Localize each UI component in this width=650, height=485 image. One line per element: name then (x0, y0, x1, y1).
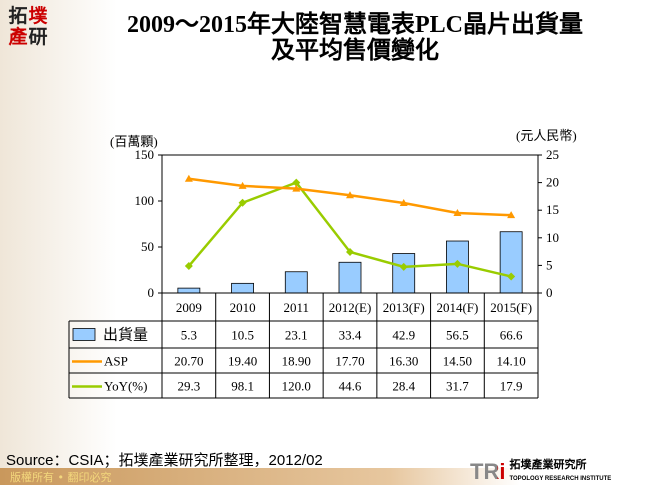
data-label: 31.7 (446, 379, 469, 394)
right-tick-label: 10 (546, 230, 559, 245)
right-tick-label: 5 (546, 257, 553, 272)
asp-point (184, 174, 193, 182)
left-tick-label: 0 (148, 285, 155, 300)
category-label: 2011 (284, 300, 310, 315)
data-label: 44.6 (339, 379, 362, 394)
bar-shipment (338, 261, 362, 294)
brand-names: 拓墣產業研究所 TOPOLOGY RESEARCH INSTITUTE (509, 459, 611, 485)
data-label: 33.4 (339, 328, 362, 343)
category-label: 2014(F) (436, 300, 478, 315)
data-label: 16.30 (389, 354, 418, 369)
title-line-2: 及平均售價變化 (271, 38, 439, 64)
left-axis-label: (百萬顆) (110, 134, 158, 149)
footer-bar (0, 468, 650, 485)
asp-point (238, 181, 247, 189)
data-label: 17.9 (500, 379, 523, 394)
yoy-point (346, 247, 354, 256)
asp-point (292, 184, 301, 192)
data-label: 66.6 (500, 328, 523, 343)
asp-point (399, 199, 408, 207)
data-label: 5.3 (181, 328, 197, 343)
data-label: 98.1 (231, 379, 254, 394)
category-label: 2015(F) (490, 300, 532, 315)
left-tick-label: 50 (141, 239, 154, 254)
bar-shipment (499, 231, 523, 294)
bar-shipment (284, 271, 308, 294)
logo: 拓墣產研 (8, 5, 48, 48)
yoy-point (292, 178, 301, 187)
data-label: 17.70 (335, 354, 364, 369)
left-tick-label: 100 (135, 193, 155, 208)
asp-point (346, 191, 354, 199)
source-note: Source：CSIA；拓墣產業研究所整理，2012/02 (6, 452, 323, 469)
title-line-1: 2009～2015年大陸智慧電表PLC晶片出貨量 (127, 12, 583, 38)
right-tick-label: 20 (546, 175, 559, 190)
brand-name-zh: 拓墣產業研究所 (509, 459, 587, 471)
right-tick-label: 25 (546, 147, 559, 162)
category-label: 2010 (230, 300, 256, 315)
data-label: 19.40 (228, 354, 257, 369)
data-label: 29.3 (177, 379, 200, 394)
brand-logo: TRi 拓墣產業研究所 TOPOLOGY RESEARCH INSTITUTE (470, 459, 611, 485)
page-title: 2009～2015年大陸智慧電表PLC晶片出貨量 及平均售價變化 (60, 12, 650, 64)
data-label: 23.1 (285, 328, 308, 343)
data-label: 28.4 (392, 379, 415, 394)
category-label: 2012(E) (329, 300, 372, 315)
asp-point (507, 211, 516, 219)
bar-shipment (231, 282, 254, 294)
legend-bar-swatch (72, 328, 96, 341)
left-tick-label: 150 (135, 147, 155, 162)
category-label: 2009 (176, 300, 202, 315)
data-label: 42.9 (392, 328, 415, 343)
right-axis-label: (元人民幣) (516, 128, 577, 143)
category-label: 2013(F) (383, 300, 425, 315)
data-label: 18.90 (282, 354, 311, 369)
yoy-point (399, 262, 408, 271)
data-label: 10.5 (231, 328, 254, 343)
right-tick-label: 0 (546, 285, 553, 300)
legend-label: ASP (104, 354, 128, 369)
data-label: 14.50 (443, 354, 472, 369)
brand-name-en: TOPOLOGY RESEARCH INSTITUTE (509, 476, 612, 482)
yoy-point (184, 262, 193, 271)
data-label: 56.5 (446, 328, 469, 343)
legend-label: 出貨量 (103, 327, 148, 344)
legend-label: YoY(%) (104, 379, 147, 394)
asp-point (453, 208, 462, 216)
right-tick-label: 15 (546, 202, 559, 217)
data-label: 14.10 (497, 354, 526, 369)
data-label: 120.0 (282, 379, 311, 394)
yoy-point (507, 272, 516, 281)
bar-shipment (177, 287, 201, 294)
brand-mark: TRi (470, 459, 506, 484)
yoy-point (453, 259, 462, 268)
copyright: 版權所有 • 翻印必究 (10, 471, 112, 484)
yoy-point (238, 198, 247, 207)
bar-shipment (392, 253, 416, 294)
data-label: 20.70 (174, 354, 203, 369)
